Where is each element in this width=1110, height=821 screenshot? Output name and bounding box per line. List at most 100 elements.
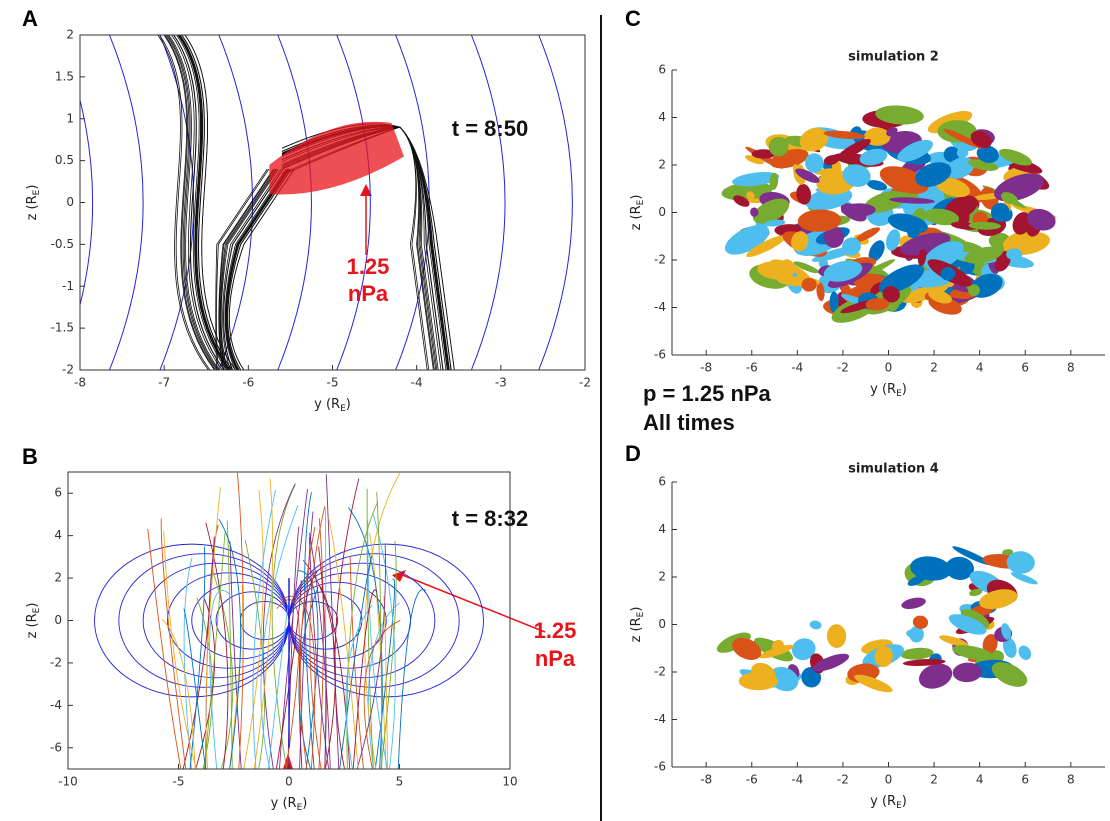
chart-title: simulation 2 <box>848 50 939 65</box>
field-line <box>267 604 290 769</box>
blob <box>1001 623 1012 640</box>
field-line <box>177 35 229 370</box>
field-line <box>253 478 274 769</box>
x-tick-label: -2 <box>837 361 849 375</box>
blob <box>969 588 983 597</box>
blob <box>1010 572 1038 585</box>
field-line <box>181 35 233 370</box>
field-line <box>380 540 397 769</box>
field-line <box>363 619 401 769</box>
y-tick-label: -2 <box>654 253 666 267</box>
field-line <box>227 168 292 370</box>
label-main: y (R <box>870 794 896 809</box>
y-tick-label: 4 <box>658 110 666 124</box>
y-tick-label: 4 <box>54 528 62 542</box>
y-tick-label: -2 <box>62 363 74 377</box>
y-tick-label: -0.5 <box>51 237 74 251</box>
blob <box>866 180 888 191</box>
y-tick-label: -1 <box>62 279 74 293</box>
field-line <box>304 492 315 769</box>
field-line <box>167 35 219 370</box>
field-line <box>184 35 236 370</box>
x-tick-label: -7 <box>158 376 170 390</box>
x-tick-label: -2 <box>837 773 849 787</box>
field-line <box>277 35 312 370</box>
field-line <box>215 591 290 650</box>
field-line <box>374 578 396 769</box>
field-line <box>280 595 316 769</box>
x-axis-label: y (RE) <box>870 794 907 811</box>
chart-title: simulation 4 <box>848 462 939 477</box>
blob <box>732 171 780 187</box>
y-tick-label: 6 <box>658 475 666 489</box>
blob <box>738 671 779 691</box>
label-sub: E <box>32 607 42 613</box>
field-line <box>352 589 378 769</box>
blob <box>751 149 776 159</box>
panel: -8 -7 -6 -5 -4 -3 -2-2-1.5-1-0.500.511.52y (RE… <box>22 6 591 414</box>
field-line <box>279 489 308 769</box>
blob <box>1006 551 1035 574</box>
blob <box>829 291 839 313</box>
blob <box>750 207 759 217</box>
blob <box>901 283 949 304</box>
x-tick-label: -8 <box>700 773 712 787</box>
blob <box>1026 208 1056 231</box>
field-line <box>222 168 282 370</box>
y-tick-label: 0 <box>54 613 62 627</box>
x-tick-label: -6 <box>242 376 254 390</box>
x-tick-label: -3 <box>495 376 507 390</box>
blob <box>924 208 960 226</box>
y-tick-label: 2 <box>66 28 74 42</box>
field-line <box>339 555 373 769</box>
field-line <box>171 35 223 370</box>
blob <box>1002 637 1017 658</box>
y-tick-label: 1.5 <box>55 69 74 83</box>
field-line <box>226 520 233 769</box>
blob <box>1001 192 1019 205</box>
field-line <box>470 35 506 370</box>
label-close: ) <box>302 796 307 811</box>
field-line <box>538 35 573 370</box>
field-line <box>237 472 244 769</box>
y-tick-label: -2 <box>50 655 62 669</box>
x-tick-label: -4 <box>791 361 803 375</box>
field-line <box>203 532 226 769</box>
field-line <box>163 530 197 769</box>
blob <box>842 164 871 187</box>
field-line <box>216 168 270 370</box>
field-line <box>228 168 295 370</box>
blob <box>900 232 951 256</box>
label-close: ) <box>902 382 907 397</box>
field-line <box>108 35 144 370</box>
field-line <box>166 35 218 370</box>
field-line <box>309 532 331 769</box>
x-tick-label: -5 <box>173 775 185 789</box>
field-line <box>196 597 213 769</box>
label-close: ) <box>25 185 40 190</box>
blob <box>791 231 809 252</box>
blob <box>826 624 847 648</box>
x-tick-label: -2 <box>579 376 591 390</box>
label-main: y (R <box>870 382 896 397</box>
blob <box>759 644 794 659</box>
blob <box>1012 212 1032 235</box>
field-line <box>345 604 373 769</box>
blob <box>868 240 885 262</box>
blob <box>979 589 1018 610</box>
field-line <box>243 490 264 769</box>
blob <box>875 105 924 125</box>
field-line <box>328 517 359 769</box>
annotation: t = 8:32 <box>452 506 528 531</box>
field-line <box>226 168 290 370</box>
field-line <box>179 35 231 370</box>
blob <box>874 645 893 668</box>
blob <box>918 663 953 689</box>
blob <box>939 635 969 647</box>
field-line <box>336 35 371 370</box>
field-line <box>318 518 324 769</box>
label-main: z (R <box>629 617 644 642</box>
blob <box>889 197 936 204</box>
annotation: 1.25 <box>534 618 577 643</box>
